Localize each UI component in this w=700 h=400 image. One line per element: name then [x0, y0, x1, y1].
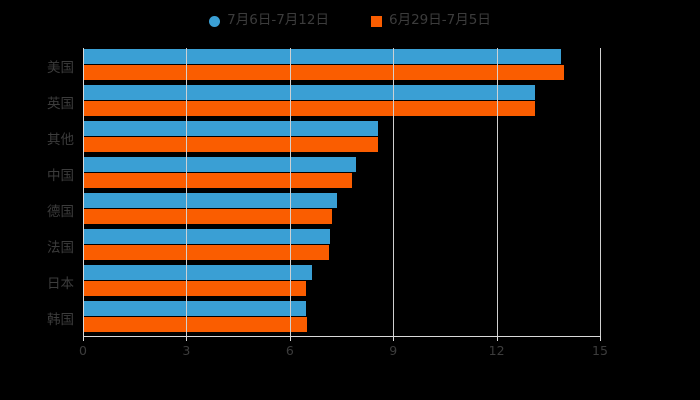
- y-axis-line: [83, 48, 84, 336]
- bar-previous[interactable]: [84, 137, 378, 152]
- x-tick-mark-6: [289, 336, 291, 341]
- legend-square-marker-icon: [371, 15, 382, 27]
- x-tick-label-12: 12: [488, 343, 505, 358]
- bar-current[interactable]: [84, 265, 312, 280]
- x-tick-mark-12: [496, 336, 498, 341]
- plot-area: 美国英国其他中国德国法国日本韩国 0 3 6 9 12 15: [47, 48, 608, 358]
- y-axis-label-5: 德国: [47, 204, 74, 220]
- legend-item-previous[interactable]: 6月29日-7月5日: [371, 14, 491, 28]
- bar-previous[interactable]: [84, 317, 307, 332]
- bar-previous[interactable]: [84, 101, 535, 116]
- legend-circle-marker-icon: [209, 15, 221, 27]
- bar-current[interactable]: [84, 157, 356, 172]
- legend-label-current: 7月6日-7月12日: [227, 12, 329, 29]
- x-tick-mark-3: [186, 336, 188, 341]
- legend-label-previous: 6月29日-7月5日: [389, 12, 491, 29]
- y-axis-label-7: 日本: [47, 276, 74, 292]
- category-row: 法国: [47, 228, 601, 264]
- category-row: 英国: [47, 84, 601, 120]
- bar-current[interactable]: [84, 121, 378, 136]
- bar-current[interactable]: [84, 49, 562, 64]
- y-axis-label-3: 其他: [47, 132, 74, 148]
- y-axis-label-6: 法国: [47, 240, 74, 256]
- category-row: 日本: [47, 264, 601, 300]
- category-row: 德国: [47, 192, 601, 228]
- category-row: 中国: [47, 156, 601, 192]
- y-axis-label-4: 中国: [47, 168, 74, 184]
- bar-previous[interactable]: [84, 209, 332, 224]
- category-row: 韩国: [47, 300, 601, 336]
- bar-previous[interactable]: [84, 173, 352, 188]
- bar-previous[interactable]: [84, 65, 564, 80]
- y-axis-label-8: 韩国: [47, 312, 74, 328]
- x-tick-label-3: 3: [182, 343, 191, 358]
- x-tick-label-0: 0: [79, 343, 87, 358]
- chart-legend: 7月6日-7月12日 6月29日-7月5日: [0, 10, 700, 32]
- bar-previous[interactable]: [84, 281, 306, 296]
- x-tick-mark-0: [83, 336, 84, 341]
- x-tick-mark-9: [393, 336, 395, 341]
- category-row: 美国: [47, 48, 601, 84]
- bar-current[interactable]: [84, 193, 337, 208]
- legend-item-current[interactable]: 7月6日-7月12日: [209, 14, 329, 28]
- bar-current[interactable]: [84, 85, 535, 100]
- x-tick-label-9: 9: [389, 343, 398, 358]
- y-axis-label-1: 美国: [47, 60, 74, 76]
- y-axis-label-2: 英国: [47, 96, 74, 112]
- bar-previous[interactable]: [84, 245, 330, 260]
- x-tick-label-6: 6: [285, 343, 294, 358]
- x-tick-label-15: 15: [592, 343, 608, 358]
- category-row: 其他: [47, 120, 601, 156]
- bar-current[interactable]: [84, 229, 331, 244]
- x-axis-line: [83, 336, 601, 337]
- bar-current[interactable]: [84, 301, 306, 316]
- x-tick-mark-15: [600, 336, 601, 341]
